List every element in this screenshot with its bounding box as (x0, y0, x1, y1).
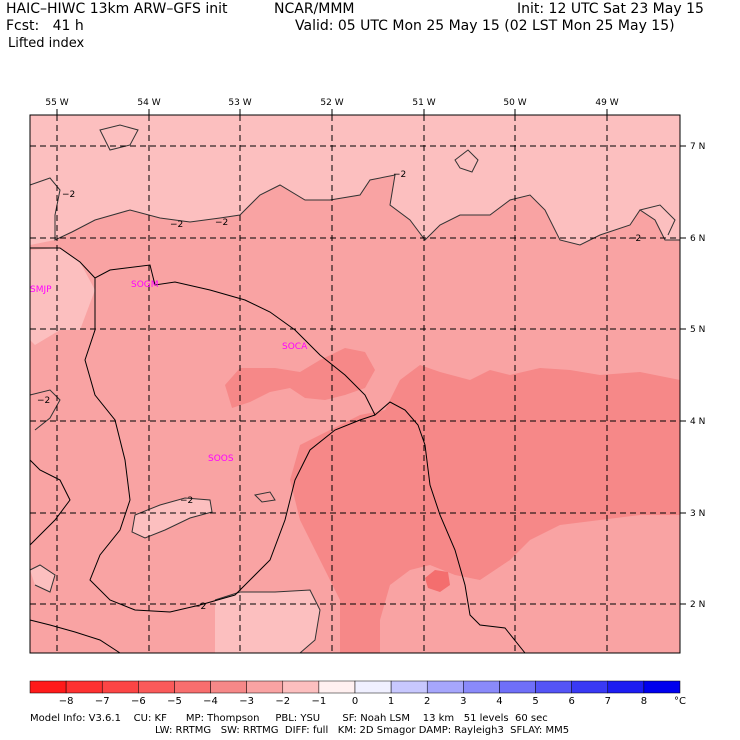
dark-patch-north (225, 348, 375, 408)
colorbar-swatch (138, 680, 175, 694)
contour-label: −2 (180, 496, 193, 506)
colorbar-swatch (246, 680, 284, 694)
colorbar-swatch (499, 680, 536, 694)
colorbar-tick-label: −8 (59, 696, 74, 707)
lon-label-50w: 50 W (503, 98, 526, 108)
lat-label-4n: 4 N (690, 417, 705, 427)
contour-label: −2 (193, 602, 206, 612)
colorbar-tick-label: 6 (568, 696, 574, 707)
coastlines-and-borders (29, 247, 526, 654)
colorbar-tick-label: 2 (424, 696, 430, 707)
tick-marks (56, 109, 686, 605)
station-smjp: SMJP (30, 285, 52, 295)
station-soca: SOCA (282, 342, 308, 352)
colorbar-swatch (174, 680, 211, 694)
model-title: HAIC–HIWC 13km ARW–GFS init (6, 1, 228, 17)
contour-label: −2 (37, 396, 50, 406)
colorbar-swatch (463, 680, 500, 694)
light-region-south (215, 590, 320, 653)
darkest-spot (425, 570, 450, 592)
contour-label: −2 (215, 218, 228, 228)
lat-label-7n: 7 N (690, 142, 705, 152)
colorbar-swatch (607, 680, 645, 694)
graticule (30, 115, 680, 653)
lat-label-6n: 6 N (690, 234, 705, 244)
lat-label-5n: 5 N (690, 325, 705, 335)
lat-label-2n: 2 N (690, 600, 705, 610)
contour-label: −2 (170, 220, 183, 230)
forecast-hour: Fcst: 41 h (6, 18, 84, 34)
colorbar-tick-label: −1 (312, 696, 327, 707)
lon-label-52w: 52 W (320, 98, 343, 108)
colorbar-swatch (210, 680, 247, 694)
colorbar-swatch (29, 680, 67, 694)
colorbar-unit: °C (674, 696, 686, 707)
colorbar-tick-label: −6 (131, 696, 146, 707)
colorbar-tick-label: −5 (167, 696, 182, 707)
colorbar-tick-label: 8 (641, 696, 647, 707)
organization-label: NCAR/MMM (274, 1, 355, 17)
valid-time: Valid: 05 UTC Mon 25 May 15 (02 LST Mon … (295, 18, 675, 34)
colorbar-swatch (390, 680, 428, 694)
colorbar-tick-label: 0 (352, 696, 358, 707)
model-info-line-2: LW: RRTMG SW: RRTMG DIFF: full KM: 2D Sm… (155, 725, 570, 736)
colorbar-tick-label: 5 (532, 696, 538, 707)
light-patch-center (132, 498, 212, 538)
colorbar-swatch (643, 680, 681, 694)
colorbar-tick-label: −4 (203, 696, 218, 707)
contour-label: −2 (393, 170, 406, 180)
map-frame (29, 114, 681, 654)
lon-label-51w: 51 W (412, 98, 435, 108)
colorbar-tick-label: −7 (95, 696, 110, 707)
colorbar-swatch (282, 680, 320, 694)
contour-lines (29, 124, 680, 654)
colorbar-swatch (101, 680, 139, 694)
colorbar-tick-label: 7 (605, 696, 611, 707)
colorbar-tick-label: 3 (460, 696, 466, 707)
lon-label-49w: 49 W (595, 98, 618, 108)
station-sogm: SOGM (131, 280, 159, 290)
station-soos: SOOS (208, 454, 234, 464)
contour-label: −2 (628, 234, 641, 244)
colorbar: −8 −7 −6 −5 −4 −3 −2 −1 0 1 2 3 4 5 6 7 8 °C (29, 680, 686, 707)
colorbar-swatch (65, 680, 103, 694)
colorbar-swatch (426, 680, 464, 694)
colorbar-swatch (318, 680, 356, 694)
colorbar-swatch (535, 680, 572, 694)
lat-label-3n: 3 N (690, 509, 705, 519)
colorbar-swatch (354, 680, 392, 694)
colorbar-tick-label: −2 (275, 696, 290, 707)
lon-label-54w: 54 W (137, 98, 160, 108)
init-time: Init: 12 UTC Sat 23 May 15 (517, 1, 704, 17)
lon-label-55w: 55 W (45, 98, 68, 108)
field-name: Lifted index (8, 36, 85, 51)
colorbar-tick-label: 1 (388, 696, 394, 707)
colorbar-swatch (571, 680, 609, 694)
colorbar-tick-label: 4 (496, 696, 502, 707)
dark-region-east (290, 365, 680, 653)
model-info-line-1: Model Info: V3.6.1 CU: KF MP: Thompson P… (30, 713, 548, 724)
light-region-north (30, 115, 680, 245)
contour-label: −2 (62, 190, 75, 200)
light-region-west (30, 248, 95, 345)
lon-label-53w: 53 W (228, 98, 251, 108)
colorbar-tick-label: −3 (239, 696, 254, 707)
